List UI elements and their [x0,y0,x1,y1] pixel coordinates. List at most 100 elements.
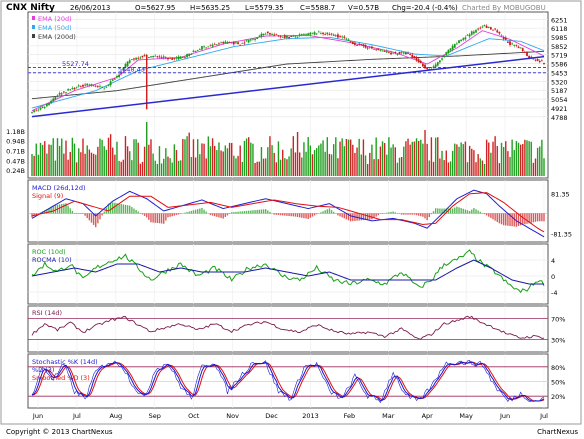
candle-body [175,57,178,59]
macd-histogram-bar [175,213,178,216]
macd-histogram-bar [156,213,159,224]
volume-bar [428,160,430,176]
candle-body [192,50,195,52]
macd-histogram-bar [305,213,307,219]
volume-bar [524,139,526,176]
candle-body [177,56,180,60]
candle-body [247,40,250,43]
candle-body [349,40,352,42]
volume-bar [182,138,184,176]
header-date: 26/06/2013 [70,4,110,12]
volume-bar [315,148,318,176]
candle-body [513,44,516,46]
macd-histogram-bar [437,208,439,214]
candle-body [62,91,65,93]
volume-bar [403,146,405,176]
candle-body [364,44,367,48]
macd-histogram-bar [534,213,537,222]
macd-histogram-bar [141,213,144,215]
macd-histogram-bar [332,211,335,214]
macd-histogram-bar [184,212,186,214]
volume-bar [490,152,492,176]
volume-bar [532,162,535,176]
legend-swatch [32,16,35,20]
volume-bar [543,158,545,176]
candle-body [434,64,437,68]
candle-body [288,37,290,39]
uptrend-line [31,55,545,118]
macd-histogram-bar [120,204,122,214]
candle-body [126,61,129,67]
volume-bar [492,141,494,176]
volume-bar [101,139,103,176]
candle-body [118,74,121,78]
macd-y-tick: -81.35 [551,230,572,238]
volume-bar [356,147,358,176]
macd-histogram-bar [281,213,284,216]
volume-bar [95,154,97,176]
candle-body [487,26,490,28]
macd-histogram-bar [462,208,464,214]
volume-bar [303,142,305,176]
header-low: L=5579.35 [245,4,284,12]
candle-body [203,46,205,48]
price-y-tick: 4921 [551,105,568,113]
candle-body [266,31,269,34]
legend-swatch [32,34,35,38]
volume-bar [152,153,154,176]
candle-body [315,33,318,35]
candle-body [143,54,146,56]
candle-body [339,35,341,37]
volume-bar [481,160,484,176]
candle-body [371,46,373,49]
macd-histogram-bar [341,213,343,218]
candle-body [381,50,384,52]
macd-histogram-bar [258,209,261,214]
candle-body [158,56,161,58]
volume-bar [541,139,543,176]
legend-label: EMA (20d) [38,15,72,23]
macd-histogram-bar [48,207,50,214]
candle-body [101,87,104,88]
volume-bar [362,139,365,176]
candle-body [96,86,99,87]
candle-body [517,46,520,48]
support-label: 5448.43 [118,65,145,73]
volume-bar [33,155,35,176]
macd-histogram-bar [290,213,292,217]
rsi-panel [27,305,549,353]
macd-histogram-bar [536,213,539,222]
macd-histogram-bar [388,212,390,214]
macd-y-tick: 81.35 [551,190,570,198]
candle-body [334,35,337,37]
x-tick-label: Aug [109,412,122,420]
macd-histogram-bar [220,213,222,218]
candle-body [84,84,87,86]
macd-histogram-bar [63,203,65,214]
candle-body [409,54,412,55]
macd-histogram-bar [366,213,369,220]
macd-histogram-bar [296,213,299,217]
volume-bar [146,122,148,176]
candle-body [523,52,526,53]
volume-bar [458,146,460,176]
macd-histogram-bar [205,211,207,214]
x-tick-label: Feb [344,412,356,420]
volume-bar [515,141,518,176]
macd-histogram-bar [303,213,305,219]
volume-bar [224,145,227,176]
macd-histogram-bar [415,213,418,216]
volume-bar [454,143,456,176]
volume-bar [241,161,244,176]
volume-bar [65,140,67,176]
candle-body [228,42,231,43]
macd-histogram-bar [358,213,360,221]
candle-body [92,85,95,87]
volume-bar [345,138,348,176]
macd-histogram-bar [413,213,416,215]
macd-histogram-bar [345,213,348,220]
candle-body [67,89,70,91]
header-close: C=5588.7 [300,4,335,12]
x-tick-label: Sep [149,412,161,420]
macd-histogram-bar [52,205,54,214]
